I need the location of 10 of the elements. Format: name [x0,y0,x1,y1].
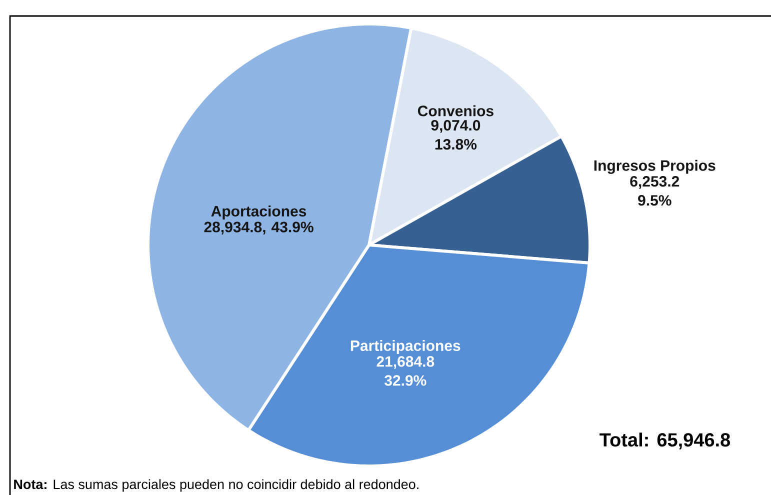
text: Total: 65,946.8 [600,432,730,450]
data-label: 6,253.2 9.5% [630,176,680,206]
text: Nota: Las sumas parciales pueden no coincidir debido al redondeo. [14,479,418,492]
data-label: 28,934.8, 43.9% [204,222,314,234]
slice-label: Participaciones [350,340,460,354]
data-label: 21,684.8 32.9% [376,356,434,386]
data-label: 9,074.0 13.8% [431,120,480,150]
slice-label: Convenios [418,105,494,116]
slice-label: Aportaciones [211,206,306,220]
slice-label: Ingresos Propios [594,160,716,174]
